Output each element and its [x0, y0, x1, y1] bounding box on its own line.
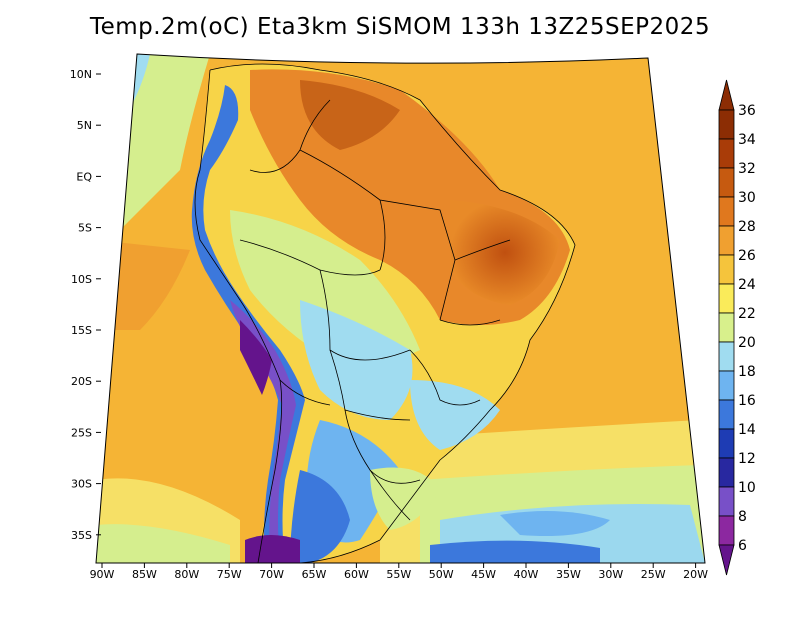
lat-label: 10N	[70, 68, 92, 81]
lon-label: 30W	[598, 568, 623, 581]
colorbar-label: 20	[738, 335, 756, 351]
patagonia-cold-patch	[245, 535, 300, 563]
colorbar-label: 22	[738, 306, 756, 322]
chaco-cool-field	[300, 300, 413, 420]
lon-label: 35W	[556, 568, 581, 581]
colorbar-swatch	[718, 138, 735, 169]
colorbar-label: 8	[738, 509, 747, 525]
lat-label: 30S	[71, 478, 92, 491]
argentina-colder-field	[290, 470, 350, 563]
lon-label: 40W	[514, 568, 539, 581]
country-borders	[194, 63, 576, 563]
temperature-field	[96, 54, 705, 563]
map-title: Temp.2m(oC) Eta3km SiSMOM 133h 13Z25SEP2…	[89, 14, 711, 40]
lat-label: 5N	[77, 119, 92, 132]
colorbar-swatch	[718, 370, 735, 401]
colorbar-label: 30	[738, 190, 756, 206]
lon-label: 55W	[386, 568, 411, 581]
colorbar-label: 34	[738, 132, 756, 148]
longitude-axis: 90W 85W 80W 75W 70W 65W 60W 55W 50W 45W 40W 35W 30W 2…	[90, 563, 708, 581]
colorbar-label: 16	[738, 393, 756, 409]
colorbar-label: 12	[738, 451, 756, 467]
colorbar-label: 14	[738, 422, 756, 438]
lat-label: 10S	[71, 273, 92, 286]
colorbar-label: 32	[738, 161, 756, 177]
lon-label: 50W	[429, 568, 454, 581]
colorbar-swatch	[718, 341, 735, 372]
colorbar-max-arrow	[718, 79, 735, 111]
lon-label: 90W	[90, 568, 115, 581]
colorbar: 36 34 32 30 28 26 24 22 20 18 16 14 12 10 8 6	[718, 79, 756, 576]
colorbar-swatch	[718, 283, 735, 314]
lat-label: 15S	[71, 324, 92, 337]
lon-label: 75W	[217, 568, 242, 581]
colorbar-label: 6	[738, 538, 747, 554]
lat-label: 5S	[78, 222, 92, 235]
lon-label: 70W	[259, 568, 284, 581]
colorbar-label: 24	[738, 277, 756, 293]
colorbar-swatch	[718, 399, 735, 430]
colorbar-swatch	[718, 428, 735, 459]
cold-ocean-patch	[500, 511, 610, 536]
lat-label: 20S	[71, 375, 92, 388]
colorbar-min-arrow	[718, 544, 735, 576]
lon-label: 65W	[302, 568, 327, 581]
colorbar-swatch	[718, 515, 735, 546]
northeast-brazil-hottest-field	[450, 200, 560, 305]
colorbar-swatch	[718, 486, 735, 517]
lon-label: 80W	[174, 568, 199, 581]
pacific-cooler-band	[96, 524, 230, 563]
southeast-brazil-cool-field	[410, 380, 500, 450]
lon-label: 60W	[344, 568, 369, 581]
colorbar-label: 26	[738, 248, 756, 264]
colorbar-swatch	[718, 109, 735, 140]
map-domain-border	[95, 53, 706, 564]
lon-label: 45W	[471, 568, 496, 581]
colorbar-swatch	[718, 196, 735, 227]
colorbar-swatch	[718, 254, 735, 285]
colorbar-swatch	[718, 457, 735, 488]
colorbar-swatch	[718, 167, 735, 198]
colorbar-swatch	[718, 312, 735, 343]
colorbar-label: 18	[738, 364, 756, 380]
altiplano-core	[240, 320, 272, 395]
lat-label: EQ	[76, 170, 92, 183]
latitude-axis: 10N 5N EQ 5S 10S 15S 20S 25S 30S 35S	[70, 68, 101, 542]
colorbar-label: 10	[738, 480, 756, 496]
altiplano-coldest-strip	[230, 300, 296, 563]
lon-label: 20W	[683, 568, 708, 581]
lon-label: 85W	[132, 568, 157, 581]
central-mild-field	[230, 210, 420, 364]
colorbar-label: 28	[738, 219, 756, 235]
guiana-hot-patch	[300, 80, 400, 150]
lon-label: 25W	[641, 568, 666, 581]
lat-label: 35S	[71, 529, 92, 542]
coldest-ocean-patch	[430, 540, 600, 563]
lat-label: 25S	[71, 426, 92, 439]
colorbar-swatch	[718, 225, 735, 256]
colorbar-label: 36	[738, 103, 756, 119]
